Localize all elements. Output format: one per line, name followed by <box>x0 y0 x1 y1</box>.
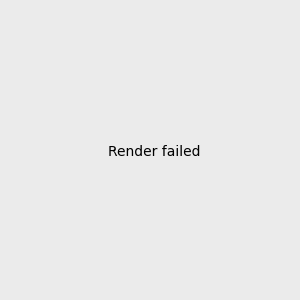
Text: Render failed: Render failed <box>107 145 200 158</box>
